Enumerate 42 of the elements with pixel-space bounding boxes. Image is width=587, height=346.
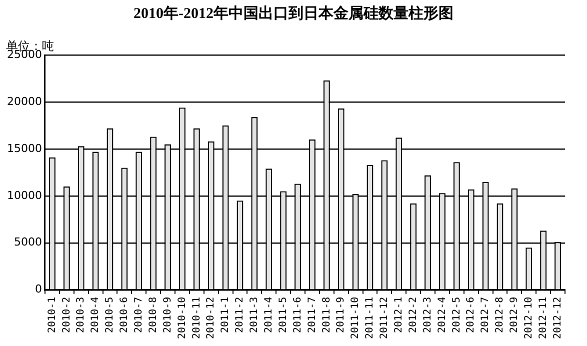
y-tick-label: 10000 (6, 188, 42, 202)
x-tick-label: 2010-10 (176, 296, 188, 340)
x-tick-label: 2012-8 (494, 296, 506, 333)
x-tick-label: 2010-9 (162, 296, 174, 333)
chart-title: 2010年-2012年中国出口到日本金属硅数量柱形图 (132, 4, 454, 23)
x-tick-label: 2012-12 (552, 296, 564, 340)
x-tick-label: 2010-8 (148, 296, 159, 333)
x-tick-label: 2011-10 (350, 296, 362, 340)
x-tick-label: 2011-9 (336, 296, 347, 333)
x-tick-label: 2011-1 (220, 296, 232, 333)
x-tick-label: 2012-5 (451, 296, 462, 333)
x-tick-label: 2010-12 (206, 296, 217, 340)
x-tick-label: 2010-6 (119, 296, 130, 333)
x-tick-label: 2011-5 (278, 296, 289, 333)
x-tick-label: 2010-7 (133, 296, 144, 333)
x-tick-label: 2012-1 (393, 296, 404, 333)
x-tick-label: 2011-8 (321, 296, 332, 333)
y-tick-label: 20000 (6, 94, 42, 108)
x-tick-label: 2011-6 (292, 296, 304, 333)
x-tick-label: 2011-3 (249, 296, 260, 333)
x-tick-label: 2011-2 (234, 296, 246, 333)
x-tick-label: 2010-11 (191, 296, 202, 340)
x-tick-label: 2011-12 (379, 296, 390, 340)
x-tick-label: 2012-6 (466, 296, 477, 333)
x-tick-label: 2012-9 (509, 296, 520, 333)
x-tick-label: 2012-7 (480, 296, 492, 333)
x-tick-label: 2011-7 (306, 296, 318, 333)
x-tick-label: 2012-11 (538, 296, 549, 340)
x-tick-label: 2010-2 (61, 296, 72, 333)
x-tick-label: 2012-10 (523, 296, 534, 340)
x-tick-label: 2011-11 (364, 296, 376, 340)
x-tick-label: 2010-5 (104, 296, 116, 333)
y-tick-label: 0 (34, 282, 42, 296)
x-tick-label: 2012-4 (436, 296, 448, 333)
x-tick-label: 2010-4 (90, 296, 102, 333)
x-tick-label: 2012-2 (408, 296, 419, 333)
y-tick-label: 15000 (6, 142, 42, 155)
x-tick-label: 2010-3 (76, 296, 87, 333)
y-tick-label: 5000 (14, 236, 42, 249)
x-tick-label: 2011-4 (263, 296, 274, 333)
x-tick-label: 2010-1 (46, 296, 58, 333)
x-tick-label: 2012-3 (422, 296, 434, 333)
